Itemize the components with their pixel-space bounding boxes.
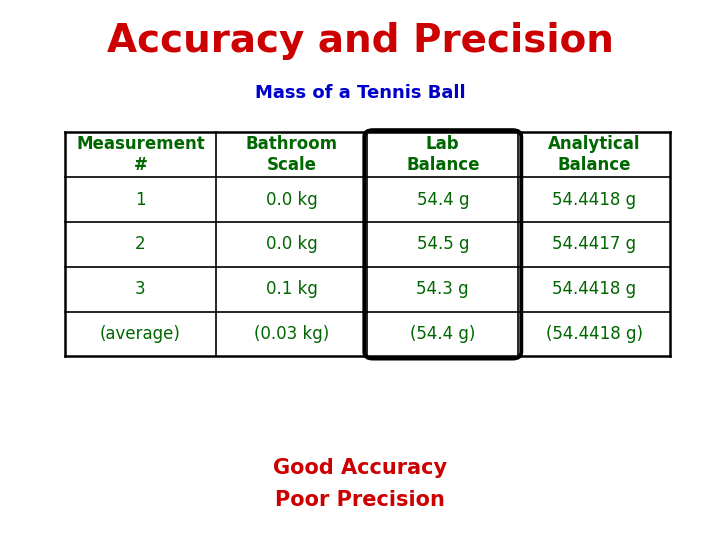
Text: 54.5 g: 54.5 g bbox=[417, 235, 469, 253]
Text: 54.4418 g: 54.4418 g bbox=[552, 191, 636, 208]
Text: 54.3 g: 54.3 g bbox=[416, 280, 469, 298]
Text: 0.0 kg: 0.0 kg bbox=[266, 191, 318, 208]
Text: 54.4417 g: 54.4417 g bbox=[552, 235, 636, 253]
Text: 3: 3 bbox=[135, 280, 145, 298]
Text: (average): (average) bbox=[100, 325, 181, 343]
Text: 54.4 g: 54.4 g bbox=[417, 191, 469, 208]
Text: (0.03 kg): (0.03 kg) bbox=[254, 325, 329, 343]
Text: 0.1 kg: 0.1 kg bbox=[266, 280, 318, 298]
Text: Mass of a Tennis Ball: Mass of a Tennis Ball bbox=[255, 84, 465, 102]
Text: 1: 1 bbox=[135, 191, 145, 208]
Text: Poor Precision: Poor Precision bbox=[275, 490, 445, 510]
Text: Measurement
#: Measurement # bbox=[76, 136, 204, 174]
Text: 0.0 kg: 0.0 kg bbox=[266, 235, 318, 253]
Text: 2: 2 bbox=[135, 235, 145, 253]
Text: (54.4 g): (54.4 g) bbox=[410, 325, 475, 343]
Text: (54.4418 g): (54.4418 g) bbox=[546, 325, 642, 343]
Text: 54.4418 g: 54.4418 g bbox=[552, 280, 636, 298]
Text: Analytical
Balance: Analytical Balance bbox=[548, 136, 640, 174]
Text: Accuracy and Precision: Accuracy and Precision bbox=[107, 22, 613, 59]
Text: Good Accuracy: Good Accuracy bbox=[273, 458, 447, 478]
Text: Lab
Balance: Lab Balance bbox=[406, 136, 480, 174]
Text: Bathroom
Scale: Bathroom Scale bbox=[246, 136, 338, 174]
